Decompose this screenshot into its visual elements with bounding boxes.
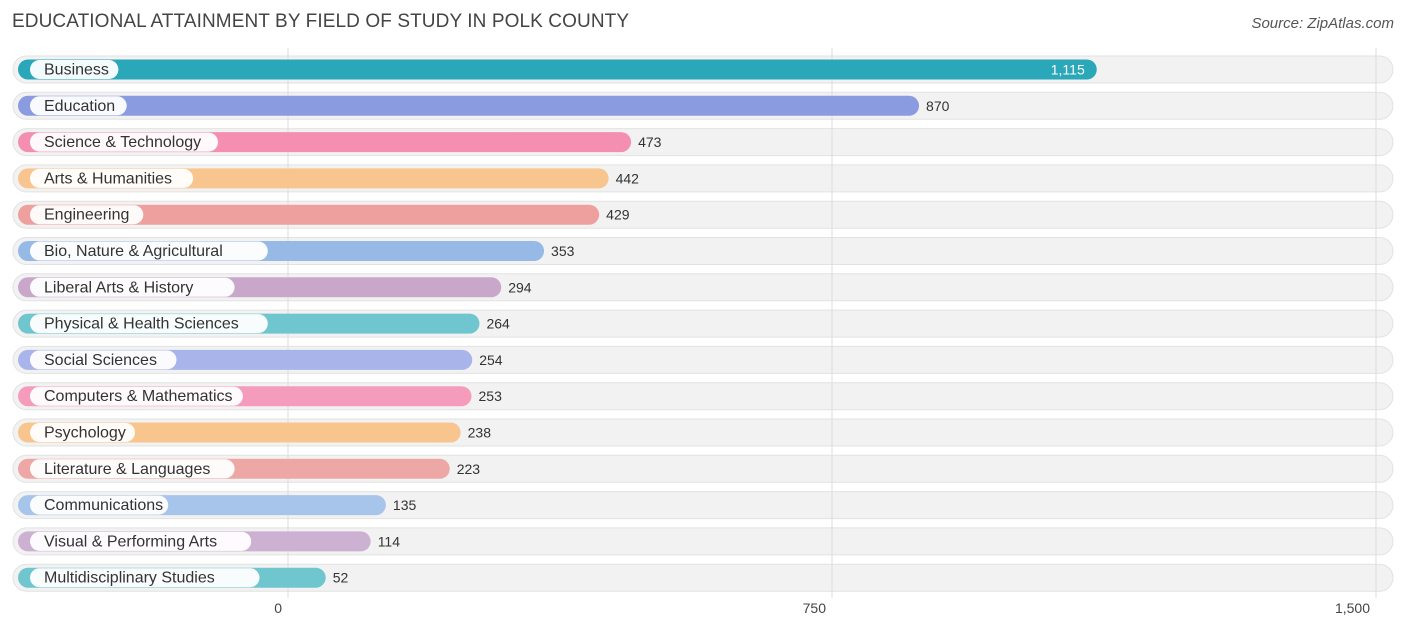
value-label: 253 — [479, 388, 503, 404]
category-label: Education — [44, 98, 115, 115]
value-label: 52 — [333, 570, 349, 586]
bar — [18, 95, 920, 116]
value-label: 135 — [393, 497, 417, 513]
value-label: 114 — [378, 533, 401, 549]
category-label: Social Sciences — [44, 352, 157, 369]
category-label: Liberal Arts & History — [44, 279, 193, 296]
value-label: 870 — [926, 98, 950, 114]
category-label: Computers & Mathematics — [44, 388, 233, 405]
x-tick-label: 750 — [803, 600, 827, 616]
x-tick-label: 1,500 — [1335, 600, 1370, 616]
category-label-pill — [30, 205, 144, 225]
value-label: 294 — [508, 279, 532, 295]
source-label: Source: ZipAtlas.com — [1251, 15, 1394, 32]
value-label: 473 — [638, 134, 662, 150]
category-label-pill — [30, 96, 127, 116]
category-label-pill — [30, 495, 169, 515]
category-label: Communications — [44, 497, 163, 514]
category-label: Literature & Languages — [44, 461, 210, 478]
category-label-pill — [30, 60, 119, 79]
value-label: 264 — [486, 316, 510, 332]
bar — [18, 59, 1097, 80]
category-label-pill — [30, 423, 135, 442]
category-label-pill — [30, 277, 235, 297]
category-label: Business — [44, 62, 109, 79]
value-label: 353 — [551, 243, 575, 259]
value-label: 223 — [457, 461, 481, 477]
value-label: 442 — [616, 170, 640, 186]
category-label-pill — [30, 132, 218, 152]
value-label: 238 — [468, 425, 492, 441]
category-label: Multidisciplinary Studies — [44, 570, 215, 587]
category-label: Engineering — [44, 207, 129, 224]
value-label: 429 — [606, 207, 630, 223]
category-label: Science & Technology — [44, 134, 201, 151]
x-tick-label: 0 — [274, 600, 282, 616]
category-label: Visual & Performing Arts — [44, 533, 217, 550]
category-label-pill — [30, 531, 252, 551]
category-label-pill — [30, 168, 194, 188]
category-label-pill — [30, 350, 177, 370]
row-track — [12, 563, 1394, 592]
category-label-pill — [30, 386, 243, 406]
category-label: Physical & Health Sciences — [44, 316, 239, 333]
category-label: Psychology — [44, 425, 126, 442]
chart-title: EDUCATIONAL ATTAINMENT BY FIELD OF STUDY… — [12, 11, 630, 32]
value-label: 1,115 — [1051, 62, 1085, 78]
category-label: Arts & Humanities — [44, 170, 172, 187]
category-label: Bio, Nature & Agricultural — [44, 243, 223, 260]
value-label: 254 — [479, 352, 503, 368]
bar — [18, 204, 600, 225]
category-label-pill — [30, 314, 268, 334]
category-label-pill — [30, 568, 260, 588]
category-label-pill — [30, 459, 235, 479]
category-label-pill — [30, 241, 268, 261]
